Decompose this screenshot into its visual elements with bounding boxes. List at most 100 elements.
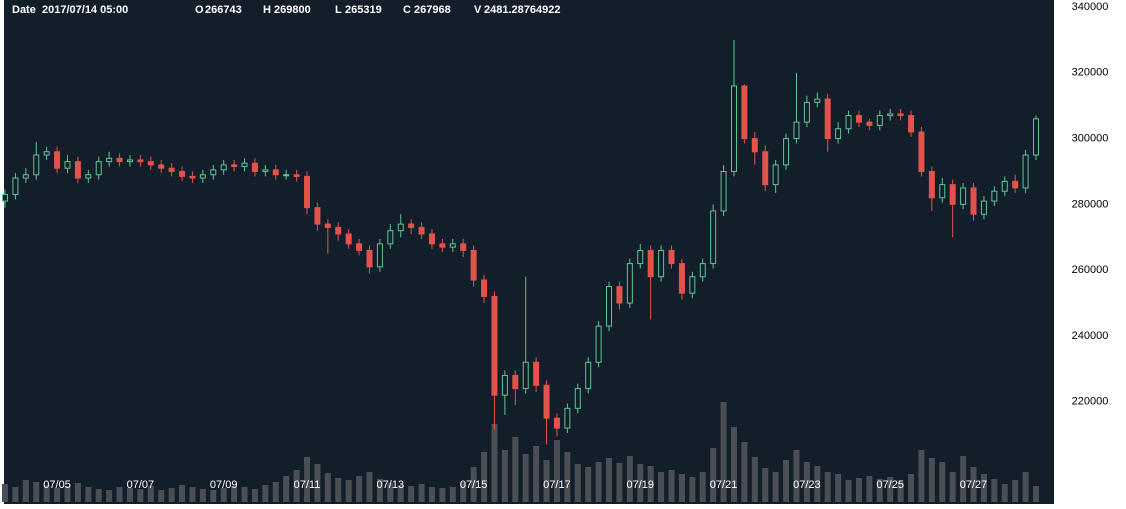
candle-body [647, 249, 654, 278]
candle-body [553, 417, 560, 429]
candle-body [74, 161, 81, 179]
volume-bar [335, 478, 342, 502]
volume-bar [428, 487, 435, 502]
candle-body [283, 174, 290, 177]
volume-bar [345, 480, 352, 502]
candle-body [376, 243, 383, 268]
candle-body [939, 184, 946, 199]
candle-body [512, 374, 519, 390]
volume-bar [220, 488, 227, 502]
candle-body [637, 249, 644, 265]
candle-body [960, 187, 967, 205]
volume-bar [54, 488, 61, 502]
volume-bar [574, 464, 581, 502]
candle-body [210, 169, 217, 176]
x-tick-label: 07/15 [460, 479, 488, 491]
candle-body [324, 223, 331, 228]
candle-body [501, 374, 508, 396]
volume-bar [85, 487, 92, 502]
candle-body [574, 388, 581, 409]
readout-value: 267968 [414, 4, 451, 16]
candle-body [835, 128, 842, 140]
candle-body [585, 361, 592, 390]
candle-body [43, 151, 50, 156]
volume-bar [387, 483, 394, 502]
volume-bar [43, 485, 50, 502]
candle-body [387, 230, 394, 245]
candle-body [897, 113, 904, 117]
candle-body [1033, 118, 1039, 156]
volume-bar [960, 456, 967, 502]
candle-body [408, 223, 415, 228]
candle-body [293, 174, 300, 177]
readout-value: 2481.28764922 [484, 4, 560, 16]
volume-bar [366, 472, 373, 502]
x-tick-label: 07/13 [377, 479, 405, 491]
candle-body [179, 170, 186, 177]
candle-body [449, 243, 456, 248]
candle-body [12, 177, 19, 195]
volume-bar [772, 472, 779, 502]
volume-bar [199, 489, 206, 502]
y-tick-label: 240000 [1072, 330, 1109, 342]
y-tick-label: 280000 [1072, 198, 1109, 210]
candle-body [533, 361, 540, 386]
volume-bar [304, 457, 311, 502]
volume-bar [803, 462, 810, 502]
volume-bar [1022, 472, 1029, 502]
candle-body [428, 233, 435, 245]
candle-body [85, 174, 92, 179]
candle-body [741, 85, 748, 140]
x-tick-label: 07/23 [793, 479, 821, 491]
volume-bar [158, 490, 165, 502]
candle-body [220, 164, 227, 171]
candle-body [616, 286, 623, 304]
readout-label: V [474, 4, 482, 16]
volume-bar [949, 472, 956, 502]
volume-bar [855, 478, 862, 502]
volume-bar [449, 487, 456, 502]
y-tick-label: 220000 [1072, 396, 1109, 408]
candle-body [304, 175, 311, 209]
volume-bar [512, 437, 519, 502]
candle-body [626, 263, 633, 304]
candle-body [64, 161, 71, 169]
candle-body [106, 157, 113, 163]
volume-bar [356, 476, 363, 502]
candle-body [543, 384, 550, 419]
volume-bar [887, 477, 894, 502]
candle-body [876, 115, 883, 126]
y-tick-label: 320000 [1072, 67, 1109, 79]
volume-bar [918, 450, 925, 502]
volume-bar [606, 458, 613, 502]
ohlc-readout: Date 2017/07/14 05:00 O 266743 H 269800 L 26531… [12, 4, 560, 16]
volume-bar [376, 479, 383, 502]
readout-label: H [263, 4, 271, 16]
candle-body [491, 295, 498, 396]
candle-body [522, 361, 529, 390]
candle-body [262, 169, 269, 172]
volume-layer [2, 402, 1039, 502]
candle-body [803, 101, 810, 123]
x-tick-label: 07/25 [876, 479, 904, 491]
candle-body [658, 249, 665, 278]
volume-bar [1033, 486, 1039, 502]
volume-bar [689, 477, 696, 502]
volume-bar [231, 486, 238, 502]
candle-body [991, 190, 998, 202]
volume-bar [439, 488, 446, 502]
volume-bar [95, 489, 102, 502]
candle-body [95, 161, 102, 176]
axis-layer: 340000 320000 300000 280000 260000 240000 2200… [43, 1, 1108, 491]
candle-body [949, 184, 956, 205]
candle-body [980, 200, 987, 215]
y-tick-label: 340000 [1072, 1, 1109, 13]
candle-body [855, 115, 862, 123]
volume-bar [824, 472, 831, 502]
candle-body [887, 113, 894, 117]
volume-bar [179, 485, 186, 502]
plot-background [4, 0, 1054, 504]
candle-body [751, 138, 758, 153]
volume-bar [595, 462, 602, 502]
